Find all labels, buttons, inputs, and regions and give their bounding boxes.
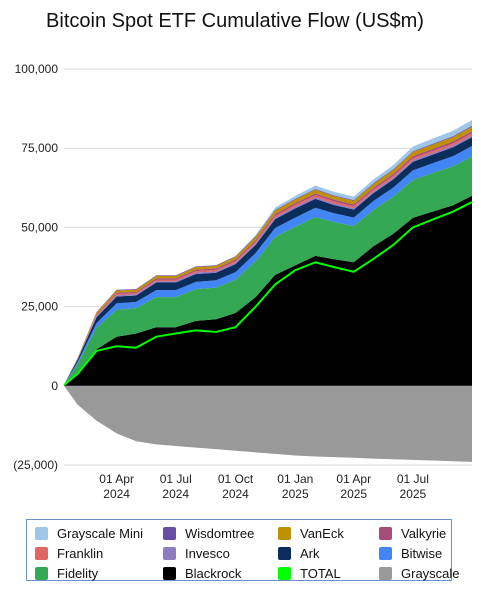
legend-item: Bitwise bbox=[379, 545, 442, 561]
legend-label: Blackrock bbox=[185, 565, 242, 581]
x-tick-year-label: 2025 bbox=[340, 487, 367, 501]
x-tick-label: 01 Apr bbox=[99, 472, 134, 486]
legend-swatch bbox=[379, 566, 392, 580]
legend-label: Valkyrie bbox=[401, 525, 447, 541]
legend-label: Grayscale Mini bbox=[57, 525, 143, 541]
x-tick-year-label: 2024 bbox=[103, 487, 130, 501]
legend-item: Blackrock bbox=[163, 565, 241, 581]
y-tick-label: (25,000) bbox=[13, 458, 58, 472]
y-tick-label: 100,000 bbox=[15, 62, 59, 76]
x-tick-label: 01 Apr bbox=[336, 472, 371, 486]
legend-label: Bitwise bbox=[401, 545, 443, 561]
x-tick-label: 01 Jul bbox=[397, 472, 429, 486]
chart-title: Bitcoin Spot ETF Cumulative Flow (US$m) bbox=[46, 10, 424, 32]
legend-item: Valkyrie bbox=[379, 525, 446, 541]
area-series-blackrock bbox=[64, 195, 472, 386]
legend-swatch bbox=[35, 546, 48, 560]
total-line bbox=[63, 201, 473, 386]
area-series bbox=[64, 119, 472, 462]
axis-labels: 100,000 75,000 50,000 25,000 0 (25,000) 01 Apr… bbox=[13, 62, 429, 501]
y-tick-label: 25,000 bbox=[21, 300, 58, 314]
legend-item: Fidelity bbox=[35, 565, 98, 581]
legend-swatch bbox=[163, 566, 176, 580]
legend-label: Grayscale bbox=[401, 565, 460, 581]
legend-swatch bbox=[163, 526, 176, 540]
area-series-bitwise bbox=[64, 145, 472, 386]
x-tick-year-label: 2025 bbox=[282, 487, 309, 501]
area-series-ark bbox=[64, 137, 472, 385]
legend-label: Wisdomtree bbox=[185, 525, 255, 541]
legend-item: Franklin bbox=[35, 545, 103, 561]
legend-swatch bbox=[278, 526, 291, 540]
line-series-total bbox=[63, 201, 473, 386]
legend-item: Wisdomtree bbox=[163, 525, 254, 541]
chart-plot: 100,000 75,000 50,000 25,000 0 (25,000) 01 Apr… bbox=[13, 62, 473, 501]
legend-swatch bbox=[35, 566, 48, 580]
x-tick-label: 01 Oct bbox=[218, 472, 254, 486]
legend-label: TOTAL bbox=[300, 565, 341, 581]
legend: Grayscale Mini Wisdomtree VanEck Valkyrie Fr… bbox=[26, 519, 460, 581]
area-series-grayscale-mini bbox=[64, 119, 472, 385]
y-tick-label: 50,000 bbox=[21, 220, 58, 234]
legend-item: Invesco bbox=[163, 545, 230, 561]
x-tick-year-label: 2024 bbox=[162, 487, 189, 501]
legend-swatch bbox=[379, 526, 392, 540]
legend-label: VanEck bbox=[300, 525, 344, 541]
area-series-grayscale bbox=[64, 385, 472, 462]
legend-label: Ark bbox=[300, 545, 320, 561]
legend-label: Fidelity bbox=[57, 565, 99, 581]
area-series-fidelity bbox=[64, 156, 472, 386]
y-tick-label: 0 bbox=[51, 379, 58, 393]
legend-label: Franklin bbox=[57, 545, 104, 561]
legend-swatch bbox=[278, 546, 291, 560]
legend-label: Invesco bbox=[185, 545, 230, 561]
y-tick-label: 75,000 bbox=[21, 141, 58, 155]
legend-item: Grayscale Mini bbox=[35, 525, 143, 541]
x-tick-year-label: 2025 bbox=[400, 487, 427, 501]
legend-item: Ark bbox=[278, 545, 320, 561]
x-tick-label: 01 Jan bbox=[277, 472, 313, 486]
legend-item: VanEck bbox=[278, 525, 344, 541]
x-tick-year-label: 2024 bbox=[222, 487, 249, 501]
legend-swatch bbox=[278, 566, 291, 580]
legend-swatch bbox=[35, 526, 48, 540]
x-tick-label: 01 Jul bbox=[160, 472, 192, 486]
legend-swatch bbox=[379, 546, 392, 560]
legend-item: TOTAL bbox=[278, 565, 341, 581]
legend-swatch bbox=[163, 546, 176, 560]
legend-item: Grayscale bbox=[379, 565, 460, 581]
